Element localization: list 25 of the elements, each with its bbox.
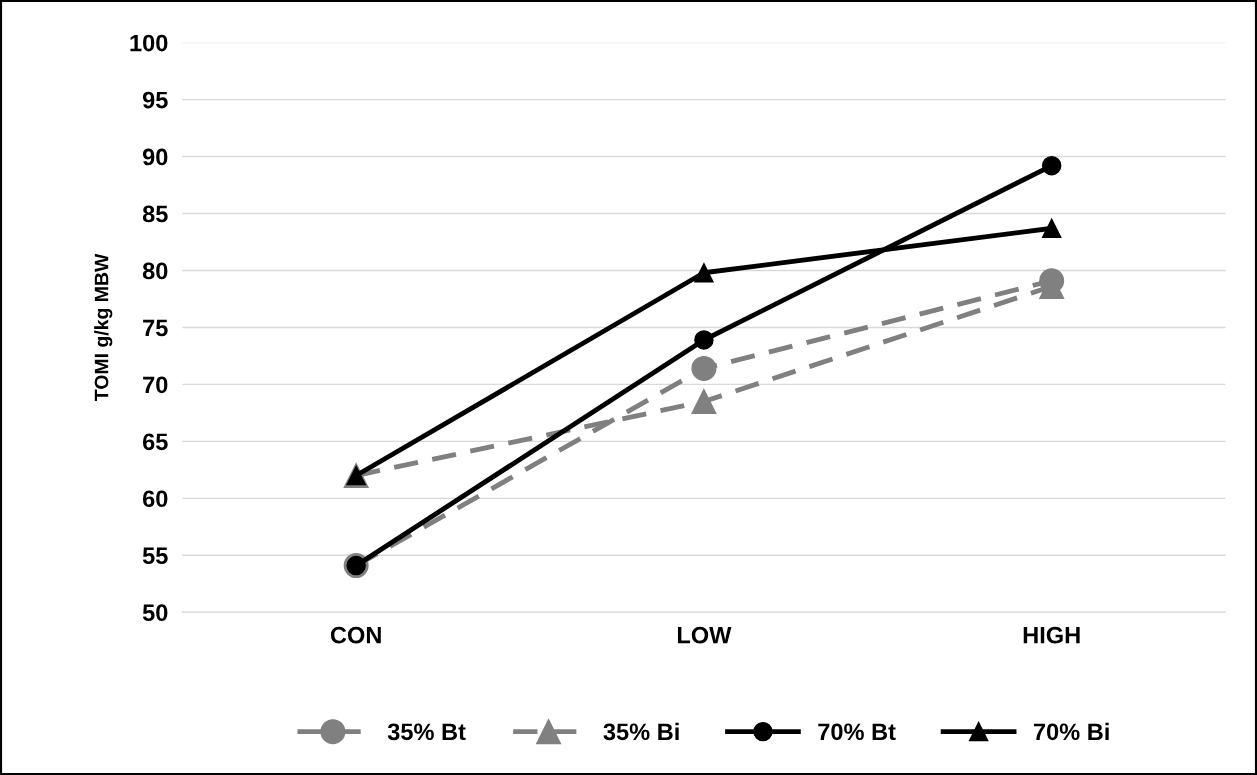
y-tick-label: 65 xyxy=(142,433,168,451)
point xyxy=(691,388,717,414)
x-tick-label: CON xyxy=(330,626,381,644)
y-tick-label: 95 xyxy=(142,91,168,109)
x-tick-label: HIGH xyxy=(1023,626,1080,644)
y-tick-label: 75 xyxy=(143,319,168,337)
point xyxy=(1041,218,1062,239)
y-tick-label: 85 xyxy=(142,205,168,223)
legend-label: 70% Bt xyxy=(818,723,896,741)
y-tick-label: 55 xyxy=(142,547,168,565)
x-tick-label: LOW xyxy=(677,626,732,644)
y-tick-label: 80 xyxy=(142,262,168,280)
y-tick-label: 70 xyxy=(143,376,168,394)
y-tick-label: 90 xyxy=(142,148,168,166)
point xyxy=(1041,155,1062,176)
point xyxy=(694,330,714,350)
point xyxy=(691,355,717,381)
y-axis-title: TOMI g/kg MBW xyxy=(94,253,113,402)
point xyxy=(694,263,714,283)
y-tick-label: 100 xyxy=(130,34,168,52)
y-tick-label: 50 xyxy=(142,604,168,622)
legend-label: 35% Bt xyxy=(387,723,466,741)
legend-label: 35% Bi xyxy=(603,722,679,741)
legend-label: 70% Bi xyxy=(1033,722,1109,741)
y-tick-label: 60 xyxy=(142,490,168,508)
